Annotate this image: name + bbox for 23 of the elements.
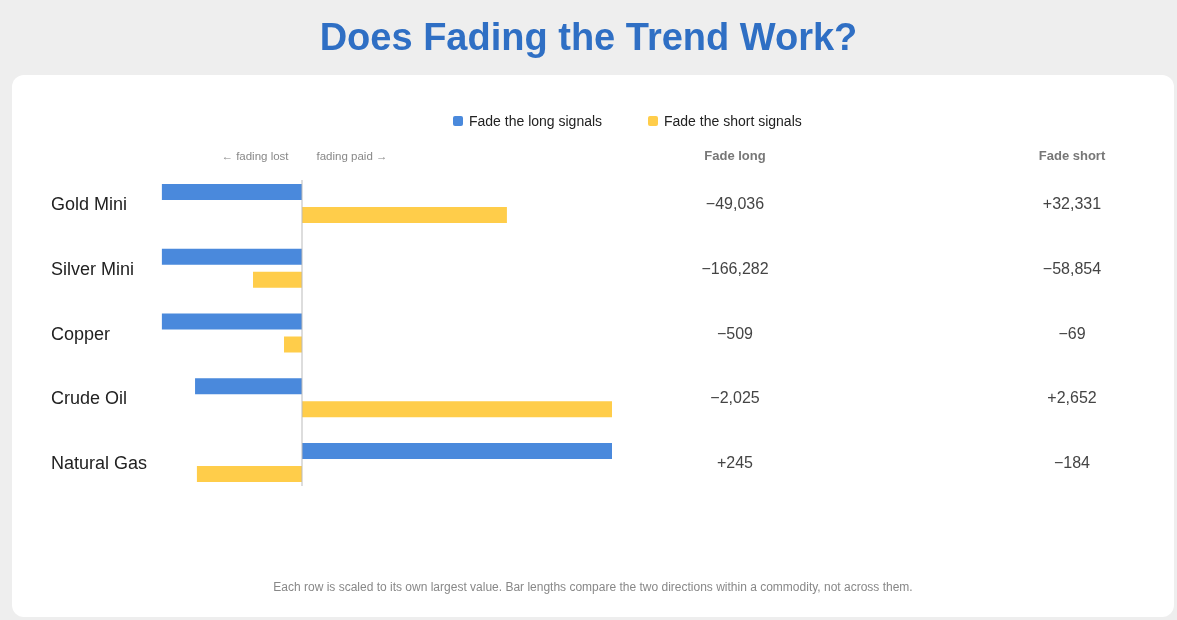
text: −166,282 <box>701 259 769 277</box>
text: Fade short <box>1038 148 1106 163</box>
text: −58,854 <box>1042 259 1102 277</box>
chart-title: Does Fading the Trend Work? <box>319 16 858 58</box>
text: Fade long <box>704 148 766 163</box>
text: −49,036 <box>705 195 765 212</box>
y-tick-label: Gold Mini <box>51 194 128 214</box>
y-tick-label: Natural Gas <box>51 453 148 473</box>
legend-label: Fade the long signals <box>469 113 603 129</box>
text: −69 <box>1058 324 1086 342</box>
text: −2,025 <box>710 389 760 407</box>
text: +245 <box>716 454 754 471</box>
text: −184 <box>1053 454 1091 471</box>
text: ← fading lost <box>221 150 290 162</box>
text: −509 <box>716 324 754 342</box>
text: +2,652 <box>1047 389 1097 407</box>
y-tick-label: Crude Oil <box>51 388 128 409</box>
text: +32,331 <box>1042 195 1102 212</box>
text: Each row is scaled to its own largest value. Bar lengths compare the two directions within a commodity, not across them. <box>273 580 913 594</box>
y-tick-label: Copper <box>51 323 111 344</box>
legend-label: Fade the short signals <box>664 113 802 129</box>
y-tick-label: Silver Mini <box>51 258 135 279</box>
text: fading paid → <box>316 150 388 162</box>
